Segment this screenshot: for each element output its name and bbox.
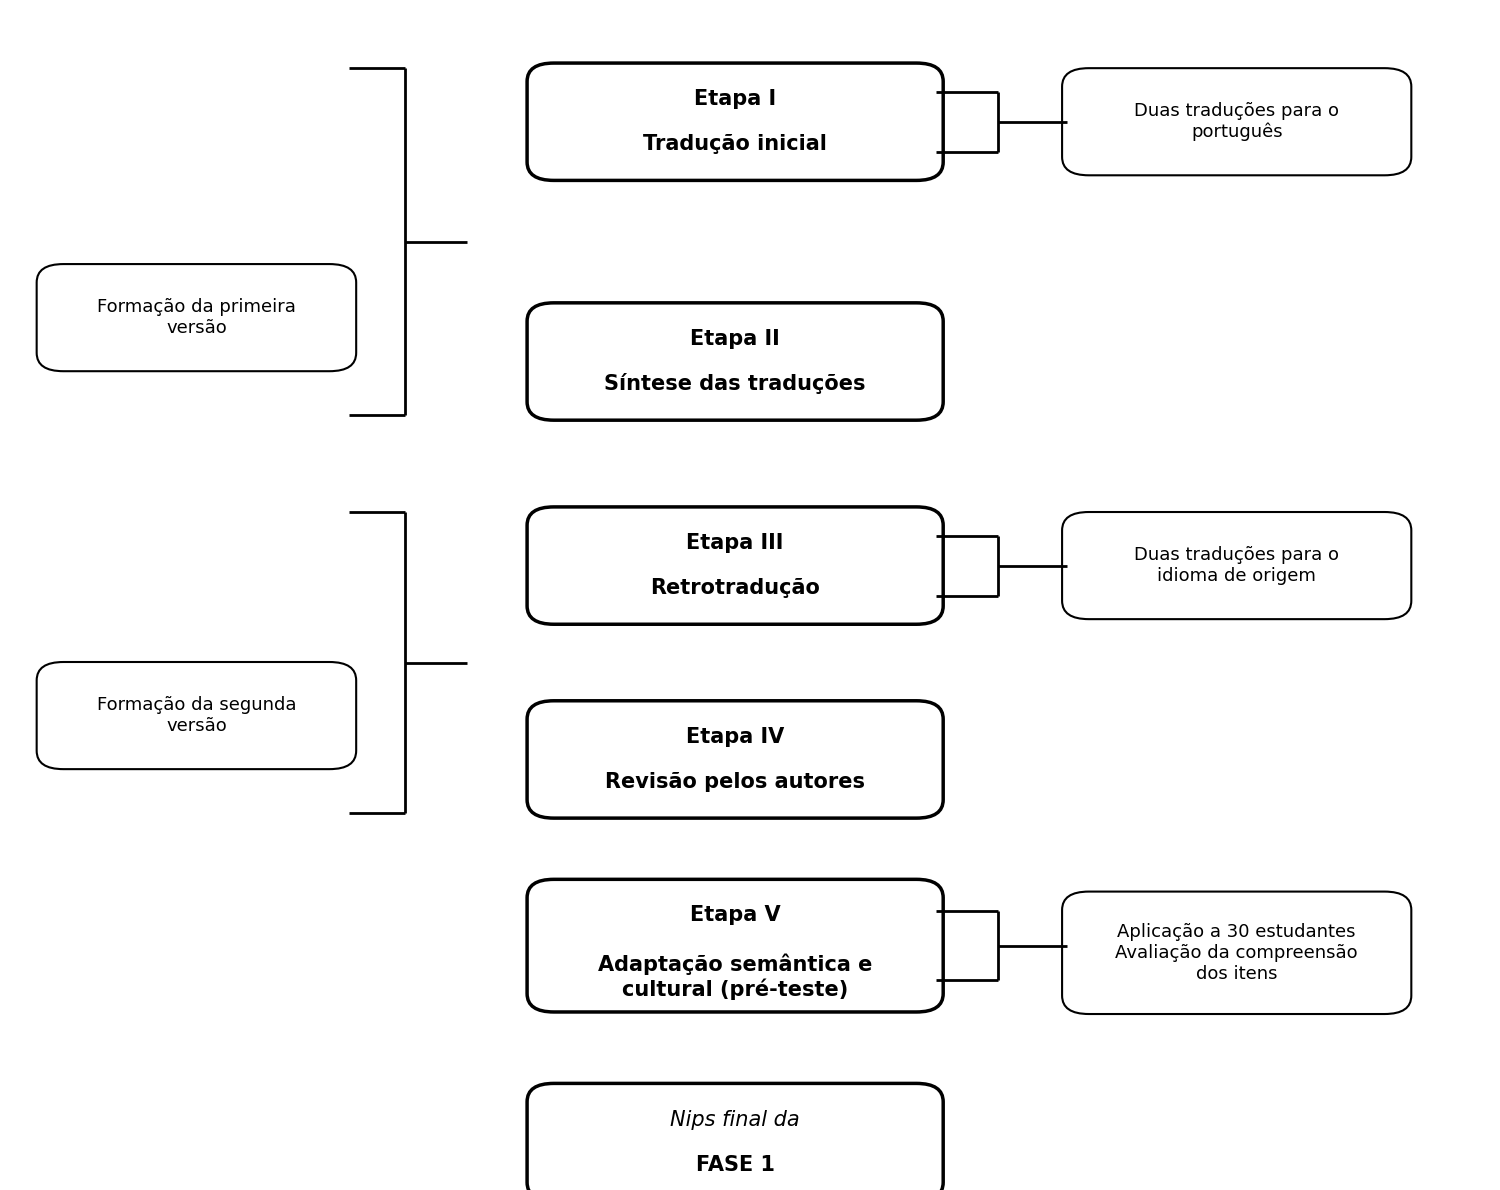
FancyBboxPatch shape [36, 662, 356, 769]
Text: Formação da segunda
versão: Formação da segunda versão [96, 696, 296, 735]
FancyBboxPatch shape [36, 264, 356, 371]
Text: Etapa III: Etapa III [687, 533, 784, 553]
Text: Formação da primeira
versão: Formação da primeira versão [98, 299, 296, 337]
Text: Etapa I: Etapa I [694, 89, 776, 109]
Text: Nips final da: Nips final da [670, 1109, 800, 1129]
FancyBboxPatch shape [526, 879, 944, 1012]
Text: Tradução inicial: Tradução inicial [644, 134, 827, 155]
Text: Etapa IV: Etapa IV [686, 727, 784, 747]
Text: Etapa II: Etapa II [690, 330, 780, 349]
FancyBboxPatch shape [526, 63, 944, 181]
Text: Adaptação semântica e
cultural (pré-teste): Adaptação semântica e cultural (pré-test… [598, 953, 873, 1000]
FancyBboxPatch shape [526, 701, 944, 818]
FancyBboxPatch shape [1062, 891, 1412, 1014]
Text: FASE 1: FASE 1 [696, 1154, 774, 1175]
FancyBboxPatch shape [1062, 68, 1412, 175]
Text: Revisão pelos autores: Revisão pelos autores [604, 772, 865, 791]
Text: Síntese das traduções: Síntese das traduções [604, 374, 865, 394]
FancyBboxPatch shape [526, 507, 944, 625]
FancyBboxPatch shape [526, 1083, 944, 1190]
Text: Retrotradução: Retrotradução [650, 578, 820, 599]
Text: Etapa V: Etapa V [690, 906, 780, 925]
FancyBboxPatch shape [526, 302, 944, 420]
Text: Aplicação a 30 estudantes
Avaliação da compreensão
dos itens: Aplicação a 30 estudantes Avaliação da c… [1116, 923, 1358, 983]
Text: Duas traduções para o
português: Duas traduções para o português [1134, 102, 1340, 142]
Text: Duas traduções para o
idioma de origem: Duas traduções para o idioma de origem [1134, 546, 1340, 585]
FancyBboxPatch shape [1062, 512, 1412, 619]
